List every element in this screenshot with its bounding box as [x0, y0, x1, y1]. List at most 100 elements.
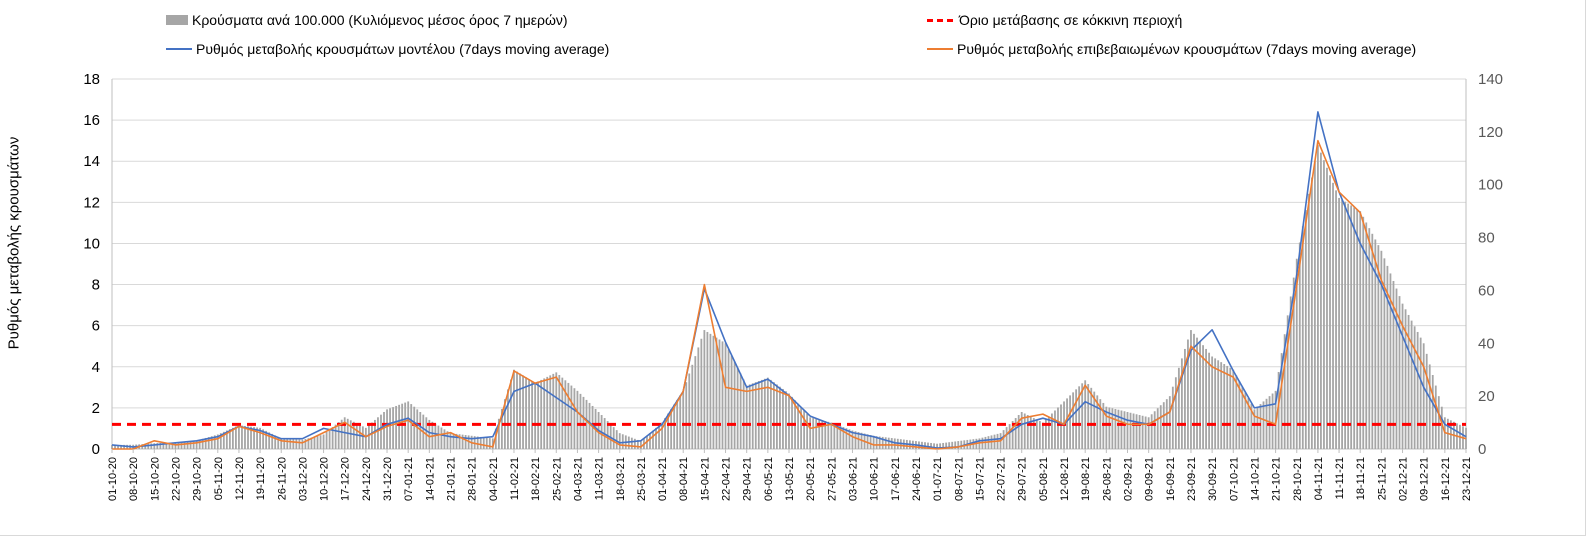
- bar: [830, 422, 833, 449]
- bar: [942, 442, 945, 449]
- bar: [1253, 409, 1256, 449]
- bar: [1099, 399, 1102, 449]
- bar: [207, 437, 210, 449]
- x-tick-label: 07-10-21: [1228, 457, 1240, 501]
- bar: [1320, 152, 1322, 450]
- bar: [461, 434, 464, 449]
- bar: [1232, 369, 1235, 449]
- y2-tick-label: 100: [1478, 177, 1503, 194]
- bar: [776, 384, 778, 449]
- bar: [289, 438, 292, 449]
- bar: [757, 381, 760, 449]
- bar: [1159, 405, 1162, 449]
- bar: [1199, 341, 1201, 449]
- bar: [238, 425, 240, 449]
- bar: [718, 339, 721, 449]
- bar: [1187, 339, 1189, 449]
- bar: [939, 443, 942, 449]
- bar: [455, 433, 458, 449]
- bar: [349, 420, 352, 449]
- bar: [751, 383, 754, 449]
- bar: [890, 438, 893, 449]
- bar: [667, 413, 670, 449]
- bar: [1332, 182, 1334, 449]
- bar: [1368, 228, 1371, 449]
- bar: [579, 393, 582, 449]
- bar: [1338, 197, 1340, 449]
- bar: [355, 423, 358, 449]
- bar: [930, 442, 932, 449]
- bar: [785, 391, 787, 449]
- bar: [534, 382, 537, 449]
- x-tick-label: 15-04-21: [699, 457, 711, 501]
- bar: [927, 442, 929, 449]
- y-tick-label: 0: [92, 441, 100, 458]
- bar: [878, 436, 881, 449]
- x-tick-label: 30-09-21: [1207, 457, 1219, 501]
- bar: [706, 331, 709, 449]
- bar: [1335, 190, 1337, 449]
- bar: [383, 412, 385, 449]
- x-tick-label: 10-06-21: [869, 457, 881, 501]
- bar: [739, 373, 742, 449]
- bar: [570, 385, 573, 449]
- y-tick-label: 4: [92, 359, 100, 376]
- bar: [1111, 408, 1114, 449]
- bar: [688, 373, 691, 449]
- bar: [1310, 177, 1313, 449]
- x-tick-label: 18-03-21: [615, 457, 627, 501]
- bar: [380, 414, 382, 449]
- y-tick-label: 14: [83, 153, 100, 170]
- bar: [1431, 375, 1434, 449]
- bar: [636, 439, 639, 449]
- bar: [1141, 415, 1144, 449]
- bar: [1020, 412, 1023, 449]
- bar: [1226, 365, 1229, 449]
- bar: [854, 431, 857, 449]
- x-tick-label: 19-11-20: [255, 457, 267, 500]
- bar: [371, 422, 373, 449]
- x-tick-label: 04-11-21: [1313, 457, 1325, 500]
- bar: [1313, 161, 1316, 449]
- bar: [1413, 326, 1416, 449]
- bar: [945, 442, 948, 449]
- bar: [824, 421, 827, 449]
- bar: [331, 427, 334, 449]
- bar: [428, 419, 431, 449]
- x-tick-label: 24-06-21: [911, 457, 923, 501]
- x-tick-label: 03-06-21: [847, 457, 859, 501]
- legend-confirmed: Ρυθμός μεταβολής επιβεβαιωμένων κρουσμάτ…: [927, 41, 1416, 57]
- bar: [543, 378, 546, 449]
- bar: [519, 373, 521, 449]
- bar: [1241, 386, 1244, 449]
- x-tick-label: 26-11-20: [276, 457, 288, 500]
- bar: [464, 435, 467, 449]
- bar: [815, 418, 818, 449]
- bar: [1383, 258, 1386, 449]
- bar: [555, 372, 558, 449]
- bar: [271, 433, 274, 449]
- bar: [670, 408, 673, 449]
- bar: [1217, 360, 1220, 449]
- bar: [1005, 427, 1008, 449]
- x-tick-label: 25-11-21: [1376, 457, 1388, 500]
- bar: [1057, 407, 1059, 449]
- bar: [875, 436, 878, 449]
- bar: [630, 437, 633, 449]
- bar: [1038, 421, 1041, 449]
- bar: [491, 438, 494, 449]
- bar: [1344, 201, 1347, 449]
- bar: [703, 330, 706, 449]
- bar: [337, 422, 340, 449]
- bar: [652, 430, 654, 449]
- bar: [1032, 418, 1035, 449]
- bar: [1132, 413, 1135, 449]
- bar: [978, 438, 981, 449]
- bar: [954, 441, 957, 449]
- bar: [262, 429, 265, 449]
- bar: [564, 380, 567, 449]
- bar: [1123, 411, 1126, 449]
- bar: [1114, 408, 1117, 449]
- bar: [948, 442, 951, 449]
- bar: [1144, 416, 1147, 449]
